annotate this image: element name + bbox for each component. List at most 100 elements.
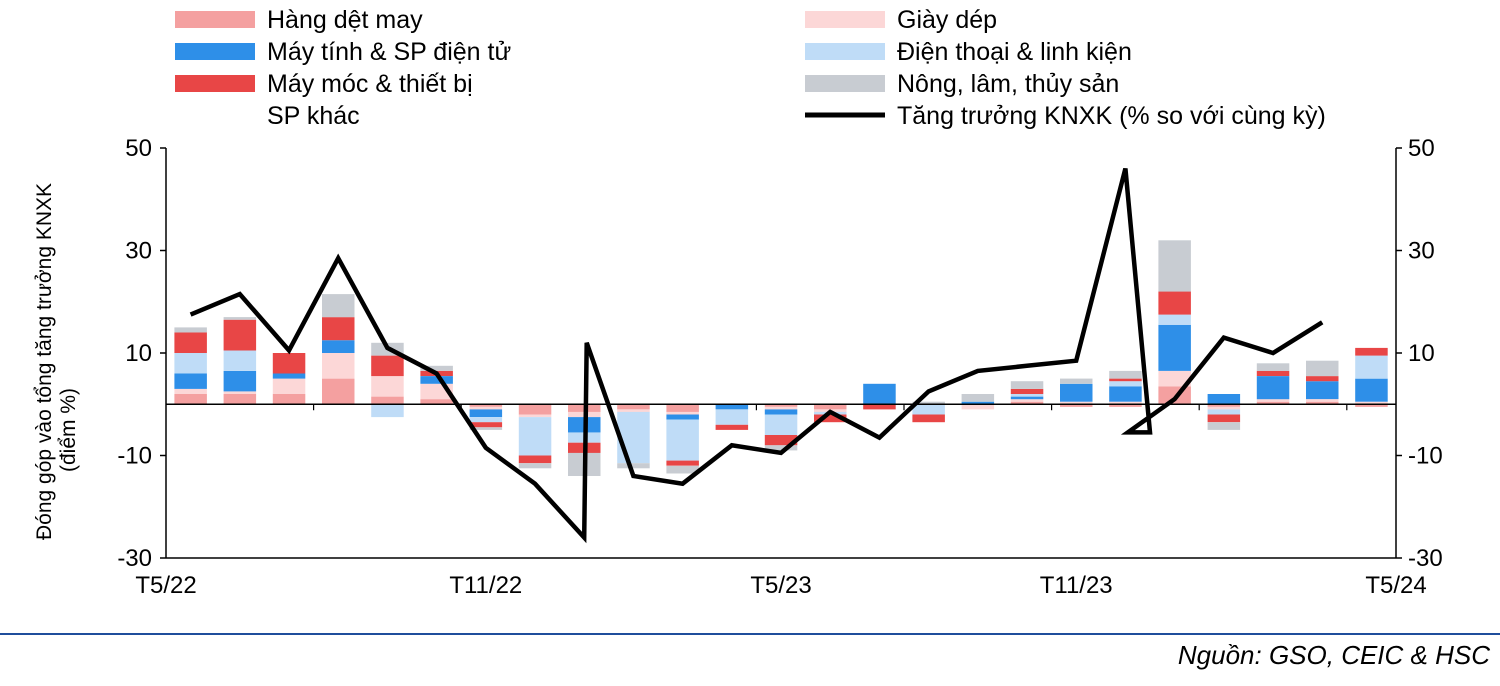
legend: Hàng dệt may Máy tính & SP điện tử Máy móc… xyxy=(175,6,1326,130)
y-tick-label-left: -30 xyxy=(117,545,152,572)
legend-label: SP khác xyxy=(267,102,360,130)
bar-segment xyxy=(1109,378,1142,382)
bar-segment xyxy=(1306,381,1339,400)
bar-segment xyxy=(223,391,257,394)
bar-segment xyxy=(1306,399,1339,402)
bar-segment xyxy=(1256,363,1290,371)
bar-segment xyxy=(764,414,798,435)
bar-segment xyxy=(1109,401,1142,405)
bar-segment xyxy=(1158,291,1191,315)
bar-segment xyxy=(174,332,207,353)
legend-label: Tăng trưởng KNXK (% so với cùng kỳ) xyxy=(897,102,1326,130)
legend-item: Nông, lâm, thủy sản xyxy=(805,70,1119,98)
bar-segment xyxy=(174,373,207,389)
y-tick-label-right: -30 xyxy=(1408,545,1443,572)
bar-segment xyxy=(1158,370,1191,387)
bar-segment xyxy=(420,399,453,405)
bar-segment xyxy=(1060,401,1093,405)
bar-segment xyxy=(764,435,798,446)
bar-segment xyxy=(1109,370,1142,379)
legend-swatch xyxy=(175,75,255,92)
legend-swatch xyxy=(805,43,885,60)
bar-segment xyxy=(469,406,503,410)
bar-segment xyxy=(1207,422,1241,430)
bar-segment xyxy=(223,319,257,351)
bar-segment xyxy=(518,463,552,469)
bar-segment xyxy=(272,394,306,405)
y-tick-label-left: 10 xyxy=(125,340,152,367)
bar-segment xyxy=(174,394,207,405)
bar-segment xyxy=(1256,399,1290,402)
source-note: Nguồn: GSO, CEIC & HSC xyxy=(1177,640,1490,670)
bar-segment xyxy=(1158,314,1191,325)
legend-label: Nông, lâm, thủy sản xyxy=(897,70,1119,98)
bar-segment xyxy=(764,445,798,451)
legend-item: Máy móc & thiết bị xyxy=(175,70,473,98)
legend-item: Điện thoại & linh kiện xyxy=(805,38,1132,66)
bar-segment xyxy=(1010,401,1044,405)
bar-segment xyxy=(1355,355,1388,379)
bar-segment xyxy=(371,404,404,418)
bar-segment xyxy=(420,376,453,384)
bar-segment xyxy=(469,422,503,428)
bar-segment xyxy=(617,411,650,464)
bar-segment xyxy=(1109,404,1142,407)
bar-segment xyxy=(371,396,404,405)
y-tick-label-right: 10 xyxy=(1408,340,1435,367)
bar-segment xyxy=(322,340,355,353)
legend-label: Máy móc & thiết bị xyxy=(267,70,473,98)
bar-segment xyxy=(863,404,896,410)
bar-segment xyxy=(322,317,355,341)
bar-segment xyxy=(1207,414,1241,423)
bar-segment xyxy=(518,417,552,456)
x-tick-label: T11/22 xyxy=(449,572,522,599)
bar-segment xyxy=(469,417,503,423)
bar-segment xyxy=(223,394,257,405)
bar-segment xyxy=(1158,240,1191,292)
bar-segment xyxy=(174,388,207,394)
bar-segment xyxy=(1207,404,1241,407)
x-tick-label: T5/22 xyxy=(135,572,196,599)
bar-segment xyxy=(666,414,699,420)
legend-label: Điện thoại & linh kiện xyxy=(897,38,1132,66)
bar-segment xyxy=(272,353,306,374)
bar-segment xyxy=(1010,396,1044,400)
bar-segment xyxy=(1306,401,1339,405)
legend-item: Giày dép xyxy=(805,6,997,34)
bar-segment xyxy=(223,350,257,371)
bar-segment xyxy=(174,327,207,333)
y-axis-title: Đóng góp vào tổng tăng trưởng KNXK (điểm… xyxy=(33,183,80,540)
bar-segment xyxy=(518,404,552,415)
bar-segment xyxy=(272,373,306,379)
bar-segment xyxy=(1355,378,1388,402)
bar-segment xyxy=(912,404,945,415)
x-tick-label: T5/24 xyxy=(1365,572,1426,599)
bar-segment xyxy=(469,404,503,407)
bar-segment xyxy=(617,404,650,410)
bar-segment xyxy=(272,378,306,394)
bar-segment xyxy=(1207,406,1241,410)
bar-segment xyxy=(666,460,699,466)
legend-item: Máy tính & SP điện tử xyxy=(175,38,511,66)
bar-segment xyxy=(1010,394,1044,397)
bar-segment xyxy=(1060,378,1093,384)
legend-swatch xyxy=(175,107,255,124)
bar-segment xyxy=(1207,409,1241,415)
y-axis-title-line-1: Đóng góp vào tổng tăng trưởng KNXK xyxy=(33,183,56,540)
bar-segment xyxy=(617,409,650,412)
bar-segment xyxy=(1158,324,1191,371)
x-tick-label: T11/23 xyxy=(1040,572,1113,599)
bar-segment xyxy=(174,353,207,374)
bar-segment xyxy=(1355,401,1388,405)
y-tick-label-right: 30 xyxy=(1408,238,1435,265)
bar-segment xyxy=(617,463,650,469)
bar-segment xyxy=(666,404,699,412)
legend-swatch xyxy=(805,75,885,92)
bar-segment xyxy=(1109,381,1142,387)
bar-segment xyxy=(666,411,699,415)
bar-segment xyxy=(420,365,453,371)
bar-segment xyxy=(518,455,552,464)
bar-segment xyxy=(1010,381,1044,389)
